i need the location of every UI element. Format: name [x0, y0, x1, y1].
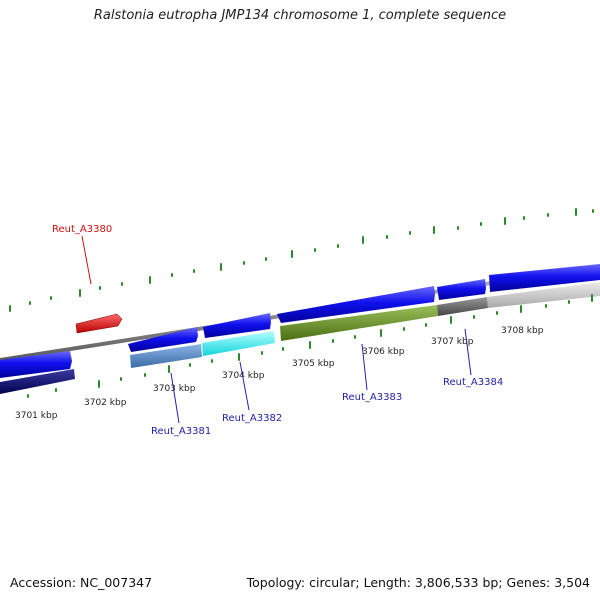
gene-bottom-light[interactable]	[487, 282, 600, 308]
tick-label: 3704 kbp	[222, 371, 265, 381]
gene-top-6[interactable]	[489, 264, 600, 292]
tick-track-upper	[9, 208, 594, 312]
tick-label: 3706 kbp	[362, 347, 405, 357]
gene-row-top	[0, 264, 600, 378]
gene-top-4[interactable]	[277, 286, 435, 323]
tick-label: 3708 kbp	[501, 326, 544, 336]
gene-Reut_A3382[interactable]	[202, 331, 275, 356]
tick-track-lower	[27, 294, 593, 398]
gene-row-bottom	[0, 282, 600, 394]
kbp-labels: 3701 kbp 3702 kbp 3703 kbp 3704 kbp 3705…	[15, 326, 544, 421]
gene-top-5[interactable]	[437, 279, 486, 300]
tick-label: 3702 kbp	[84, 398, 127, 408]
leader-lines	[81, 235, 472, 424]
gene-label-Reut_A3381[interactable]: Reut_A3381	[151, 426, 211, 437]
gene-top-3[interactable]	[203, 313, 271, 338]
tick-label: 3707 kbp	[431, 337, 474, 347]
gene-label-Reut_A3383[interactable]: Reut_A3383	[342, 392, 402, 403]
gene-bottom-navy[interactable]	[0, 369, 75, 394]
tick-label: 3705 kbp	[292, 359, 335, 369]
gene-Reut_A3383[interactable]	[280, 305, 438, 341]
gene-top-2[interactable]	[128, 327, 198, 352]
gene-label-Reut_A3380[interactable]: Reut_A3380	[52, 224, 112, 235]
gene-label-Reut_A3382[interactable]: Reut_A3382	[222, 413, 282, 424]
gene-label-Reut_A3384[interactable]: Reut_A3384	[443, 377, 503, 388]
map-title: Ralstonia eutropha JMP134 chromosome 1, …	[93, 8, 507, 23]
tick-label: 3701 kbp	[15, 411, 58, 421]
gene-Reut_A3381[interactable]	[130, 344, 202, 368]
gene-labels: Reut_A3380 Reut_A3381 Reut_A3382 Reut_A3…	[52, 224, 503, 437]
tick-label: 3703 kbp	[153, 384, 196, 394]
accession-text: Accession: NC_007347	[10, 575, 153, 590]
genome-summary-text: Topology: circular; Length: 3,806,533 bp…	[246, 575, 590, 590]
gene-Reut_A3384[interactable]	[437, 297, 488, 316]
gene-Reut_A3380[interactable]	[75, 313, 123, 334]
gene-top-1[interactable]	[0, 351, 72, 378]
